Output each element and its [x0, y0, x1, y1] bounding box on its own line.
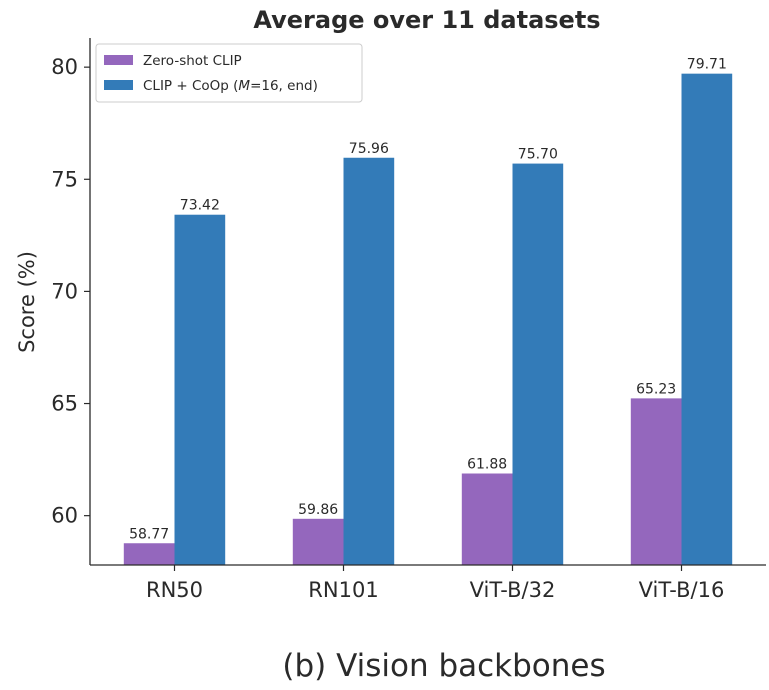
- y-tick-label-75: 75: [51, 167, 78, 191]
- bars-layer: [123, 73, 733, 565]
- legend-frame: [95, 43, 363, 103]
- chart-title: Average over 11 datasets: [253, 6, 600, 34]
- x-tick-label-vit-b-32: ViT-B/32: [470, 578, 556, 602]
- x-tick-label-rn101: RN101: [308, 578, 378, 602]
- data-label-clip-coop-m-16-end-vit-b-32: 75.70: [518, 147, 558, 163]
- legend-label-zero-shot-clip: Zero-shot CLIP: [143, 53, 242, 69]
- bar-clip-coop-m-16-end-vit-b-32: [512, 163, 564, 565]
- figure-caption: (b) Vision backbones: [282, 648, 605, 684]
- legend-swatch-clip-coop: [104, 80, 133, 90]
- legend-swatch-zero-shot-clip: [104, 55, 133, 65]
- y-tick-label-70: 70: [51, 279, 78, 303]
- y-tick-label-65: 65: [51, 392, 78, 416]
- legend-label-clip-coop: CLIP + CoOp (M=16, end): [143, 78, 318, 94]
- y-axis-label: Score (%): [15, 251, 39, 353]
- data-label-zero-shot-clip-vit-b-16: 65.23: [636, 381, 676, 397]
- data-label-clip-coop-m-16-end-rn101: 75.96: [349, 141, 389, 157]
- bar-zero-shot-clip-rn50: [123, 543, 175, 565]
- data-label-clip-coop-m-16-end-vit-b-16: 79.71: [687, 57, 727, 73]
- y-tick-label-60: 60: [51, 504, 78, 528]
- bar-clip-coop-m-16-end-vit-b-16: [681, 73, 733, 565]
- bar-clip-coop-m-16-end-rn101: [343, 157, 395, 565]
- axes-layer: 60 65 70 75 80 RN50 RN101 ViT-B/32 ViT-B/16: [51, 38, 766, 602]
- bar-zero-shot-clip-vit-b-16: [630, 398, 682, 565]
- bar-zero-shot-clip-rn101: [292, 518, 344, 565]
- data-labels-layer: 58.77 73.42 59.86 75.96 61.88 75.70 65.23 79.71: [129, 57, 727, 543]
- x-tick-label-rn50: RN50: [146, 578, 203, 602]
- bar-clip-coop-m-16-end-rn50: [174, 214, 226, 565]
- y-tick-label-80: 80: [51, 55, 78, 79]
- data-label-zero-shot-clip-rn101: 59.86: [298, 502, 338, 518]
- data-label-zero-shot-clip-rn50: 58.77: [129, 526, 169, 542]
- legend: Zero-shot CLIP CLIP + CoOp (M=16, end): [95, 43, 363, 103]
- data-label-clip-coop-m-16-end-rn50: 73.42: [180, 198, 220, 214]
- bar-zero-shot-clip-vit-b-32: [461, 473, 513, 565]
- data-label-zero-shot-clip-vit-b-32: 61.88: [467, 457, 507, 473]
- x-tick-label-vit-b-16: ViT-B/16: [639, 578, 725, 602]
